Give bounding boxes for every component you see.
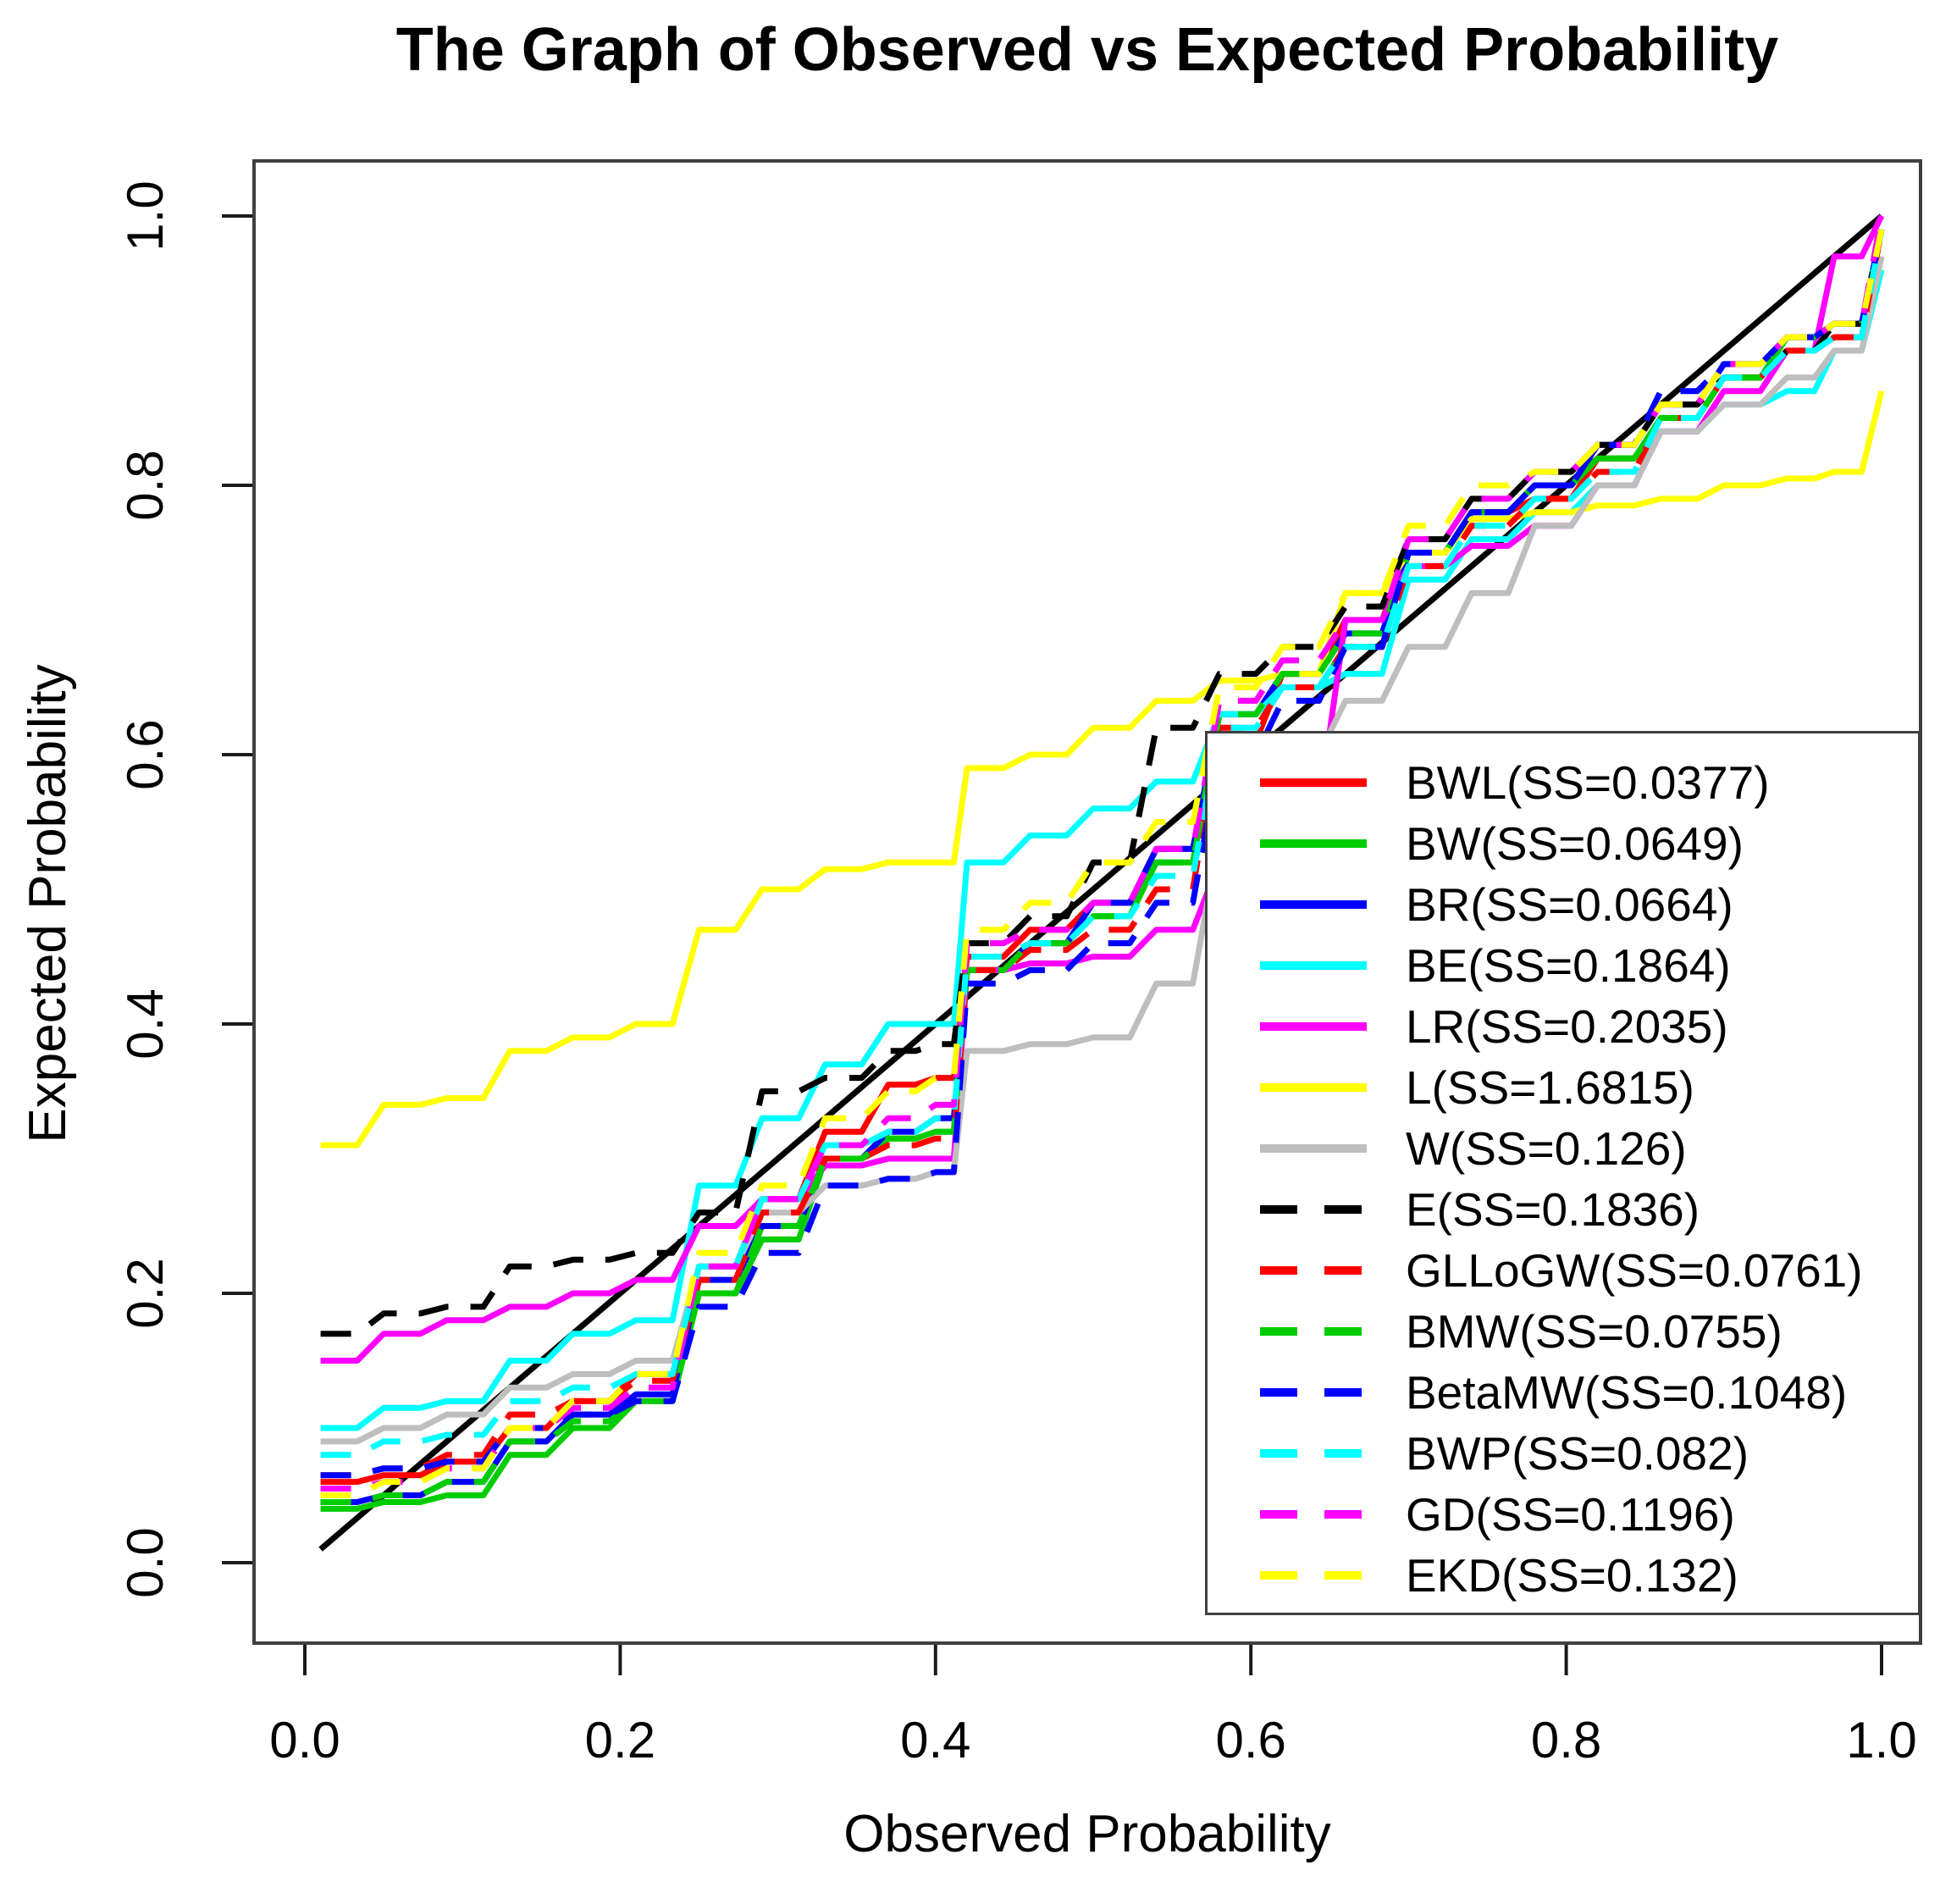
legend-label: W(SS=0.126) (1406, 1122, 1687, 1175)
y-tick-label: 0.0 (117, 1527, 174, 1598)
series-reference (318, 213, 1884, 1552)
legend-item-BE: BE(SS=0.1864) (1208, 935, 1918, 996)
legend-label: BetaMW(SS=0.1048) (1406, 1366, 1848, 1419)
legend-box: BWL(SS=0.0377) BW(SS=0.0649) BR(SS=0.0664)… (1205, 731, 1921, 1615)
y-tick-label: 0.6 (117, 719, 174, 790)
plot-box (252, 159, 1922, 1645)
series-GD (320, 215, 1885, 1492)
series-EKD (320, 229, 1885, 1498)
chart-title: The Graph of Observed vs Expected Probab… (395, 16, 1779, 84)
legend-line-swatch-BW (1260, 839, 1367, 848)
y-tick-label: 0.2 (117, 1258, 174, 1329)
legend-label: LR(SS=0.2035) (1406, 1000, 1728, 1053)
legend-item-GD: GD(SS=0.1196) (1208, 1484, 1918, 1545)
x-axis-title: Observed Probability (843, 1805, 1331, 1863)
legend-label: L(SS=1.6815) (1406, 1061, 1694, 1114)
y-tick-label: 0.4 (117, 988, 174, 1060)
legend-item-BR: BR(SS=0.0664) (1208, 874, 1918, 935)
legend-item-BW: BW(SS=0.0649) (1208, 813, 1918, 874)
legend-line-swatch-GLLoGW (1260, 1266, 1367, 1275)
series-GLLoGW (320, 229, 1885, 1479)
series-W (320, 255, 1885, 1445)
legend-label: BE(SS=0.1864) (1406, 939, 1731, 992)
legend-line-swatch-BE (1260, 961, 1367, 970)
legend-line-swatch-L (1260, 1083, 1367, 1092)
x-tick-label: 0.0 (269, 1712, 340, 1768)
y-tick-label: 1.0 (117, 180, 174, 252)
x-tick-label: 1.0 (1846, 1712, 1917, 1768)
legend-label: BMW(SS=0.0755) (1406, 1305, 1782, 1358)
legend-item-E: E(SS=0.1836) (1208, 1179, 1918, 1240)
legend-label: GD(SS=0.1196) (1406, 1488, 1735, 1541)
series-BMW (320, 229, 1885, 1505)
legend-line-swatch-BetaMW (1260, 1388, 1367, 1397)
legend-items: BWL(SS=0.0377) BW(SS=0.0649) BR(SS=0.0664)… (1208, 752, 1918, 1606)
legend-label: BW(SS=0.0649) (1406, 817, 1744, 870)
legend-line-swatch-BWL (1260, 778, 1367, 787)
x-tick-label: 0.2 (584, 1712, 656, 1768)
legend-item-GLLoGW: GLLoGW(SS=0.0761) (1208, 1240, 1918, 1301)
series-group (318, 213, 1885, 1552)
series-L (320, 390, 1885, 1148)
legend-line-swatch-GD (1260, 1510, 1367, 1519)
legend-label: BWP(SS=0.082) (1406, 1427, 1749, 1480)
legend-item-BWP: BWP(SS=0.082) (1208, 1423, 1918, 1484)
legend-item-BetaMW: BetaMW(SS=0.1048) (1208, 1362, 1918, 1423)
legend-item-BMW: BMW(SS=0.0755) (1208, 1301, 1918, 1362)
legend-line-swatch-BR (1260, 900, 1367, 909)
legend-line-swatch-E (1260, 1205, 1367, 1214)
legend-item-L: L(SS=1.6815) (1208, 1057, 1918, 1118)
y-tick-label: 0.8 (117, 450, 174, 521)
legend-item-BWL: BWL(SS=0.0377) (1208, 752, 1918, 813)
legend-line-swatch-LR (1260, 1022, 1367, 1031)
legend-label: BWL(SS=0.0377) (1406, 756, 1770, 809)
legend-item-LR: LR(SS=0.2035) (1208, 996, 1918, 1057)
legend-line-swatch-W (1260, 1144, 1367, 1153)
legend-line-swatch-EKD (1260, 1571, 1367, 1580)
legend-label: EKD(SS=0.132) (1406, 1549, 1738, 1602)
legend-label: GLLoGW(SS=0.0761) (1406, 1244, 1863, 1297)
legend-item-EKD: EKD(SS=0.132) (1208, 1545, 1918, 1606)
legend-line-swatch-BMW (1260, 1327, 1367, 1336)
x-tick-label: 0.8 (1530, 1712, 1602, 1768)
legend-item-W: W(SS=0.126) (1208, 1118, 1918, 1179)
legend-label: BR(SS=0.0664) (1406, 878, 1733, 931)
x-tick-label: 0.6 (1215, 1712, 1286, 1768)
legend-line-swatch-BWP (1260, 1449, 1367, 1458)
x-tick-label: 0.4 (900, 1712, 971, 1768)
legend-label: E(SS=0.1836) (1406, 1183, 1700, 1236)
